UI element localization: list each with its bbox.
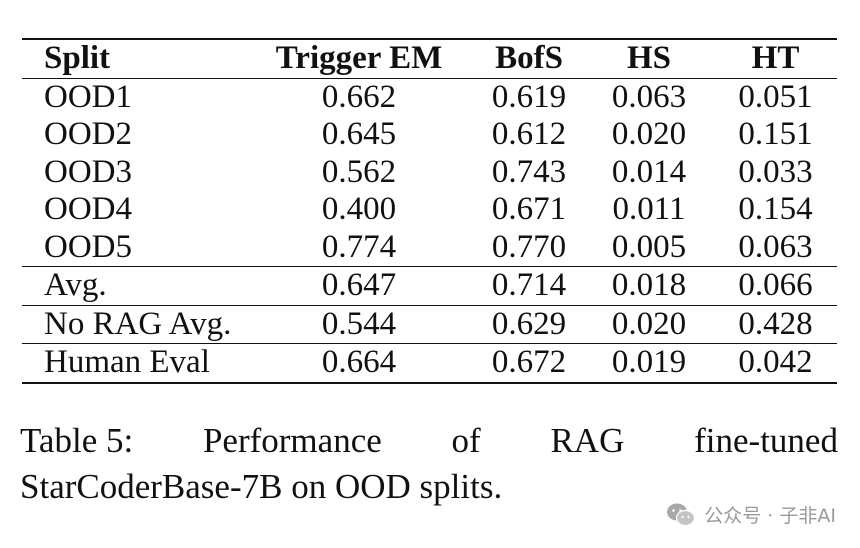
cell-hs: 0.019 [594,343,704,384]
cell-bofs: 0.770 [491,228,567,265]
cell-hs: 0.005 [611,228,687,265]
column-header-hs: HS [594,38,704,79]
cell-ht: 0.051 [738,78,813,115]
cell-bofs: 0.671 [491,191,567,227]
table-caption: Table 5: Performance of RAG fine-tuned S… [20,418,838,510]
cell-hs: 0.020 [594,304,704,344]
cell-trigger-em: 0.774 [321,228,397,265]
table-header-row: Split Trigger EM BofS HS HT [22,38,837,79]
caption-word: of [451,421,481,460]
cell-ht: 0.151 [738,116,813,152]
cell-bofs: 0.629 [464,304,594,344]
column-header-trigger-em: Trigger EM [254,38,464,79]
cell-bofs: 0.743 [491,153,567,190]
cell-trigger-em: 0.400 [321,191,397,227]
cell-hs: 0.011 [612,191,686,227]
caption-line-1: Table 5: Performance of RAG fine-tuned [20,418,838,464]
table-row: OOD1 0.662 0.619 0.063 0.051 [22,78,837,116]
cell-bofs: 0.619 [491,78,567,115]
row-label: OOD3 [44,153,132,190]
cell-bofs: 0.714 [464,266,594,305]
row-label: OOD2 [44,116,132,152]
table-row: OOD3 0.562 0.743 0.014 0.033 [22,154,837,192]
cell-trigger-em: 0.647 [254,266,464,305]
cell-hs: 0.063 [611,78,687,115]
table-row: OOD4 0.400 0.671 0.011 0.154 [22,191,837,229]
cell-ht: 0.428 [704,304,837,344]
table-row-human-eval: Human Eval 0.664 0.672 0.019 0.042 [22,343,837,384]
wechat-icon [666,502,696,528]
caption-word: Performance [202,421,382,460]
results-table: Split Trigger EM BofS HS HT OOD1 0.662 0… [22,38,837,384]
column-header-ht: HT [704,38,837,79]
table-row: OOD2 0.645 0.612 0.020 0.151 [22,116,837,154]
cell-trigger-em: 0.662 [321,78,397,115]
cell-bofs: 0.612 [491,116,567,152]
row-label: Avg. [22,266,254,305]
cell-bofs: 0.672 [464,343,594,384]
results-table-container: Split Trigger EM BofS HS HT OOD1 0.662 0… [22,38,837,384]
cell-hs: 0.020 [611,116,687,152]
cell-trigger-em: 0.645 [321,116,397,152]
cell-trigger-em: 0.664 [254,343,464,384]
cell-hs: 0.014 [611,153,687,190]
cell-trigger-em: 0.544 [254,304,464,344]
caption-word: fine-tuned [694,421,838,460]
watermark-text: 公众号 · 子非AI [704,505,836,527]
cell-ht: 0.042 [704,343,837,384]
row-label: Human Eval [22,343,254,384]
cell-ht: 0.033 [738,153,813,190]
row-label: OOD1 [44,78,132,115]
caption-word: RAG [550,421,625,460]
column-header-split: Split [22,38,254,79]
cell-ht: 0.063 [738,228,813,265]
cell-trigger-em: 0.562 [321,153,397,190]
cell-ht: 0.066 [704,266,837,305]
watermark: 公众号 · 子非AI [666,501,836,528]
row-label: OOD4 [44,191,132,227]
table-row: OOD5 0.774 0.770 0.005 0.063 [22,229,837,267]
table-row-no-rag-avg: No RAG Avg. 0.544 0.629 0.020 0.428 [22,304,837,344]
row-label: OOD5 [44,228,132,265]
caption-label: Table 5: [20,421,134,460]
caption-line-2: StarCoderBase-7B on OOD splits. [20,467,503,506]
column-header-bofs: BofS [464,38,594,79]
cell-ht: 0.154 [738,191,813,227]
cell-hs: 0.018 [594,266,704,305]
row-label: No RAG Avg. [22,304,254,344]
table-row-avg: Avg. 0.647 0.714 0.018 0.066 [22,266,837,305]
